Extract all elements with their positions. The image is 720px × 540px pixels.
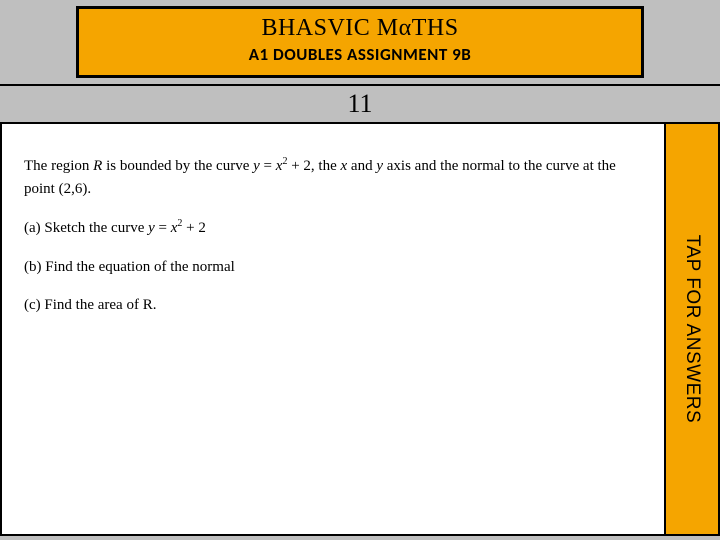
header-subtitle: A1 DOUBLES ASSIGNMENT 9B xyxy=(79,42,641,65)
question-part-a: (a) Sketch the curve y = x2 + 2 xyxy=(24,216,644,240)
tap-label: TAP FOR ANSWERS xyxy=(681,235,703,423)
question-body: The region R is bounded by the curve y =… xyxy=(0,124,664,536)
header-title: BHASVIC MαTHS xyxy=(79,9,641,42)
question-part-c: (c) Find the area of R. xyxy=(24,294,644,317)
question-number: 11 xyxy=(347,89,372,118)
question-intro: The region R is bounded by the curve y =… xyxy=(24,154,644,200)
tap-for-answers-button[interactable]: TAP FOR ANSWERS xyxy=(664,124,720,536)
content-wrap: The region R is bounded by the curve y =… xyxy=(0,124,720,536)
question-number-bar: 11 xyxy=(0,84,720,124)
question-part-b: (b) Find the equation of the normal xyxy=(24,256,644,279)
header-box: BHASVIC MαTHS A1 DOUBLES ASSIGNMENT 9B xyxy=(76,6,644,78)
